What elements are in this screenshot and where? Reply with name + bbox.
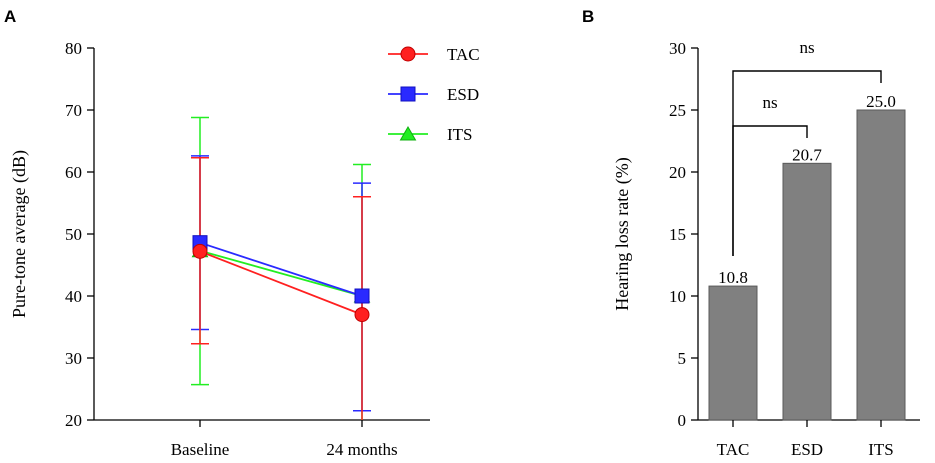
legend-marker-esd [400, 86, 416, 102]
panel-label-a: A [4, 7, 16, 26]
line-chart-panel: 20 30 40 50 60 70 80 Baseline 24 months TAC ESD I… [9, 39, 480, 459]
significance-label: ns [799, 38, 814, 57]
bar-value-label: 25.0 [866, 92, 896, 111]
y-tick-label: 80 [65, 39, 82, 58]
x-tick-label: TAC [717, 440, 750, 459]
legend-label: TAC [447, 45, 480, 64]
y-tick-label: 30 [669, 39, 686, 58]
bar-value-label: 20.7 [792, 145, 822, 164]
bar-esd [782, 162, 832, 421]
x-tick-label: 24 months [326, 440, 397, 459]
y-tick-label: 15 [669, 225, 686, 244]
y-tick-label: 0 [678, 411, 687, 430]
y-tick-label: 10 [669, 287, 686, 306]
bar-value-label: 10.8 [718, 268, 748, 287]
legend-marker-tac [400, 46, 416, 62]
y-tick-label: 40 [65, 287, 82, 306]
series-line-tac [199, 250, 363, 316]
y-tick-label: 30 [65, 349, 82, 368]
series-line-esd [199, 241, 363, 297]
x-tick-label: ITS [868, 440, 894, 459]
significance-label: ns [762, 93, 777, 112]
data-point-tac [354, 307, 370, 323]
legend-label: ITS [447, 125, 473, 144]
y-tick-label: 50 [65, 225, 82, 244]
data-point-tac [192, 243, 208, 259]
bar-its [856, 109, 906, 421]
x-tick-label: Baseline [171, 440, 230, 459]
significance-bracket [732, 70, 882, 256]
series-line-its [199, 249, 363, 297]
y-tick-label: 20 [669, 163, 686, 182]
y-tick-label: 5 [678, 349, 687, 368]
y-axis-title: Pure-tone average (dB) [9, 150, 30, 318]
legend-label: ESD [447, 85, 479, 104]
panel-label-b: B [582, 7, 594, 26]
y-axis-title: Hearing loss rate (%) [612, 157, 633, 310]
y-tick-label: 60 [65, 163, 82, 182]
y-tick-label: 25 [669, 101, 686, 120]
data-point-esd [354, 288, 370, 304]
bar-tac [708, 285, 758, 421]
x-tick-label: ESD [791, 440, 823, 459]
legend-marker-its [399, 125, 417, 141]
y-tick-label: 70 [65, 101, 82, 120]
y-tick-label: 20 [65, 411, 82, 430]
